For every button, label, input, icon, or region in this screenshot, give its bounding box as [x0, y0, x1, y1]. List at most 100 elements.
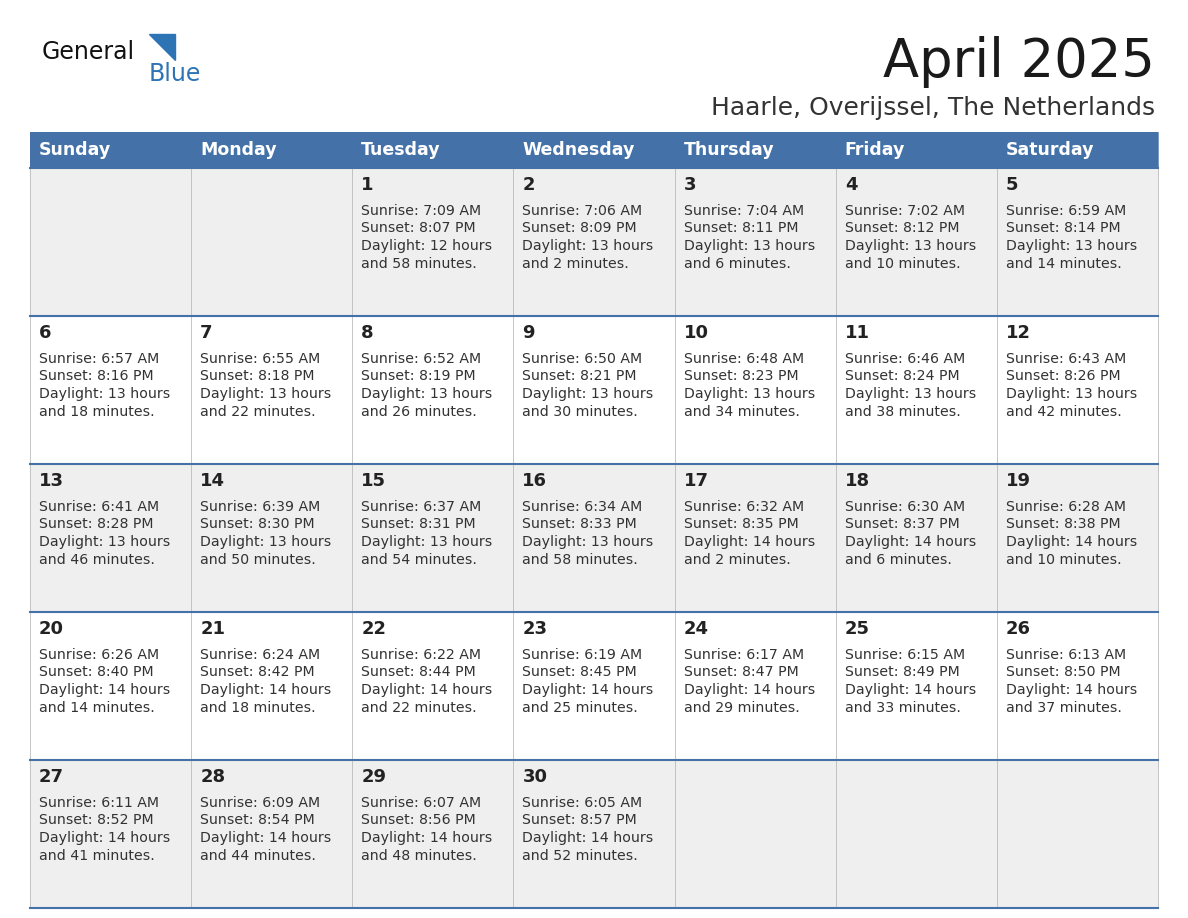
Text: Sunrise: 6:30 AM: Sunrise: 6:30 AM: [845, 500, 965, 514]
Text: and 22 minutes.: and 22 minutes.: [361, 700, 476, 714]
Text: Daylight: 14 hours: Daylight: 14 hours: [200, 831, 331, 845]
Bar: [353, 316, 513, 464]
Text: and 50 minutes.: and 50 minutes.: [200, 553, 316, 566]
Text: 28: 28: [200, 768, 226, 786]
Bar: [997, 464, 1158, 612]
Text: and 41 minutes.: and 41 minutes.: [39, 848, 154, 863]
Bar: [997, 316, 1158, 464]
Text: Sunrise: 7:02 AM: Sunrise: 7:02 AM: [845, 204, 965, 218]
Text: Sunrise: 6:09 AM: Sunrise: 6:09 AM: [200, 796, 321, 810]
Bar: [513, 760, 675, 908]
Text: Sunrise: 6:59 AM: Sunrise: 6:59 AM: [1006, 204, 1126, 218]
Text: 15: 15: [361, 472, 386, 490]
Text: Daylight: 13 hours: Daylight: 13 hours: [1006, 239, 1137, 253]
Text: and 2 minutes.: and 2 minutes.: [523, 256, 630, 271]
Text: Daylight: 13 hours: Daylight: 13 hours: [683, 387, 815, 401]
Text: Daylight: 14 hours: Daylight: 14 hours: [523, 683, 653, 697]
Bar: [675, 760, 835, 908]
Text: Sunset: 8:11 PM: Sunset: 8:11 PM: [683, 221, 798, 236]
Bar: [835, 168, 997, 316]
Bar: [675, 464, 835, 612]
Text: and 10 minutes.: and 10 minutes.: [845, 256, 960, 271]
Bar: [30, 612, 191, 760]
Bar: [997, 132, 1158, 168]
Text: Sunset: 8:50 PM: Sunset: 8:50 PM: [1006, 666, 1120, 679]
Text: Sunrise: 6:32 AM: Sunrise: 6:32 AM: [683, 500, 804, 514]
Bar: [835, 316, 997, 464]
Text: Sunrise: 6:15 AM: Sunrise: 6:15 AM: [845, 648, 965, 662]
Text: 25: 25: [845, 620, 870, 638]
Text: Sunrise: 6:57 AM: Sunrise: 6:57 AM: [39, 352, 159, 366]
Text: Sunset: 8:38 PM: Sunset: 8:38 PM: [1006, 518, 1120, 532]
Bar: [675, 168, 835, 316]
Text: Daylight: 14 hours: Daylight: 14 hours: [361, 683, 493, 697]
Text: and 58 minutes.: and 58 minutes.: [523, 553, 638, 566]
Bar: [513, 464, 675, 612]
Bar: [191, 612, 353, 760]
Text: Daylight: 13 hours: Daylight: 13 hours: [1006, 387, 1137, 401]
Text: Sunrise: 6:43 AM: Sunrise: 6:43 AM: [1006, 352, 1126, 366]
Bar: [191, 132, 353, 168]
Text: Sunrise: 6:26 AM: Sunrise: 6:26 AM: [39, 648, 159, 662]
Bar: [30, 464, 191, 612]
Text: Sunrise: 6:22 AM: Sunrise: 6:22 AM: [361, 648, 481, 662]
Text: and 52 minutes.: and 52 minutes.: [523, 848, 638, 863]
Text: and 25 minutes.: and 25 minutes.: [523, 700, 638, 714]
Text: 13: 13: [39, 472, 64, 490]
Bar: [997, 168, 1158, 316]
Text: Daylight: 13 hours: Daylight: 13 hours: [523, 387, 653, 401]
Text: 7: 7: [200, 324, 213, 342]
Text: and 48 minutes.: and 48 minutes.: [361, 848, 478, 863]
Text: Daylight: 13 hours: Daylight: 13 hours: [523, 239, 653, 253]
Text: Daylight: 14 hours: Daylight: 14 hours: [39, 683, 170, 697]
Text: Wednesday: Wednesday: [523, 141, 634, 159]
Text: Sunrise: 6:52 AM: Sunrise: 6:52 AM: [361, 352, 481, 366]
Text: Daylight: 14 hours: Daylight: 14 hours: [200, 683, 331, 697]
Text: Daylight: 14 hours: Daylight: 14 hours: [39, 831, 170, 845]
Text: and 22 minutes.: and 22 minutes.: [200, 405, 316, 419]
Text: 22: 22: [361, 620, 386, 638]
Text: Sunset: 8:31 PM: Sunset: 8:31 PM: [361, 518, 476, 532]
Text: 23: 23: [523, 620, 548, 638]
Text: and 38 minutes.: and 38 minutes.: [845, 405, 960, 419]
Bar: [30, 132, 191, 168]
Bar: [835, 464, 997, 612]
Text: and 6 minutes.: and 6 minutes.: [683, 256, 790, 271]
Text: and 37 minutes.: and 37 minutes.: [1006, 700, 1121, 714]
Text: Sunset: 8:44 PM: Sunset: 8:44 PM: [361, 666, 476, 679]
Text: and 44 minutes.: and 44 minutes.: [200, 848, 316, 863]
Bar: [353, 168, 513, 316]
Text: Friday: Friday: [845, 141, 905, 159]
Text: Sunset: 8:18 PM: Sunset: 8:18 PM: [200, 370, 315, 384]
Text: Sunrise: 6:41 AM: Sunrise: 6:41 AM: [39, 500, 159, 514]
Text: and 42 minutes.: and 42 minutes.: [1006, 405, 1121, 419]
Text: Sunrise: 6:05 AM: Sunrise: 6:05 AM: [523, 796, 643, 810]
Text: Daylight: 13 hours: Daylight: 13 hours: [39, 535, 170, 549]
Text: and 33 minutes.: and 33 minutes.: [845, 700, 961, 714]
Text: Monday: Monday: [200, 141, 277, 159]
Text: Daylight: 13 hours: Daylight: 13 hours: [845, 239, 977, 253]
Text: Daylight: 13 hours: Daylight: 13 hours: [361, 387, 493, 401]
Bar: [675, 316, 835, 464]
Text: Sunset: 8:52 PM: Sunset: 8:52 PM: [39, 813, 153, 827]
Bar: [997, 760, 1158, 908]
Text: and 10 minutes.: and 10 minutes.: [1006, 553, 1121, 566]
Bar: [513, 316, 675, 464]
Text: Thursday: Thursday: [683, 141, 775, 159]
Text: 8: 8: [361, 324, 374, 342]
Text: Haarle, Overijssel, The Netherlands: Haarle, Overijssel, The Netherlands: [710, 96, 1155, 120]
Text: Sunrise: 6:37 AM: Sunrise: 6:37 AM: [361, 500, 481, 514]
Text: Sunrise: 7:06 AM: Sunrise: 7:06 AM: [523, 204, 643, 218]
Text: and 54 minutes.: and 54 minutes.: [361, 553, 478, 566]
Text: and 34 minutes.: and 34 minutes.: [683, 405, 800, 419]
Text: 24: 24: [683, 620, 708, 638]
Text: Sunrise: 7:09 AM: Sunrise: 7:09 AM: [361, 204, 481, 218]
Text: Daylight: 14 hours: Daylight: 14 hours: [361, 831, 493, 845]
Text: 6: 6: [39, 324, 51, 342]
Text: and 14 minutes.: and 14 minutes.: [1006, 256, 1121, 271]
Bar: [191, 464, 353, 612]
Bar: [191, 316, 353, 464]
Text: Sunset: 8:30 PM: Sunset: 8:30 PM: [200, 518, 315, 532]
Text: 12: 12: [1006, 324, 1031, 342]
Text: Sunday: Sunday: [39, 141, 112, 159]
